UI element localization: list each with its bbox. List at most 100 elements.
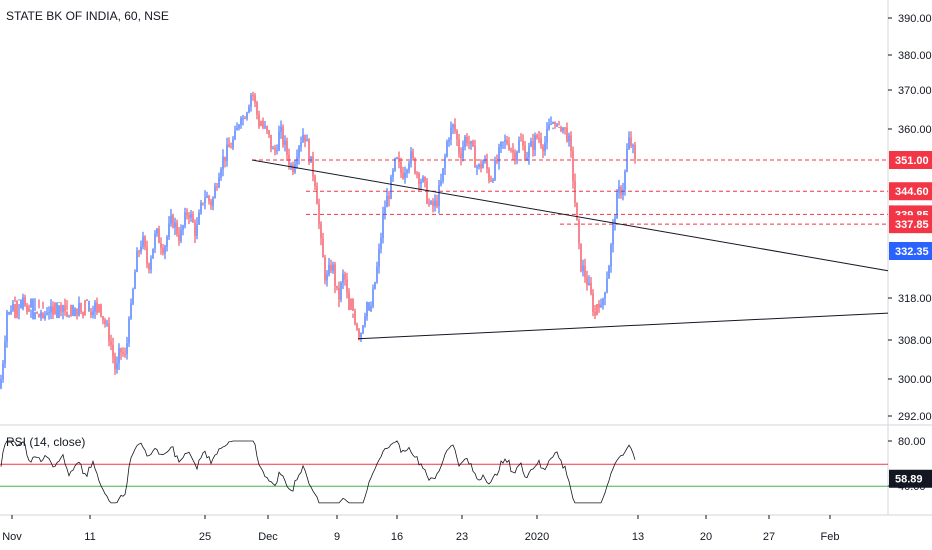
ascending-trendline[interactable] <box>357 312 889 340</box>
candle-body <box>246 112 248 119</box>
candle-body <box>78 303 80 316</box>
candle-body <box>216 186 218 188</box>
candle-body <box>582 265 584 272</box>
candle-body <box>482 161 484 169</box>
price-tag-label: 332.35 <box>895 246 929 258</box>
candle-body <box>514 152 516 161</box>
rsi-indicator-label[interactable]: RSI (14, close) <box>6 435 86 449</box>
price-tick-label: 360.00 <box>898 124 932 136</box>
price-tick-label: 318.00 <box>898 293 932 305</box>
candle-body <box>326 274 328 281</box>
candle-body <box>452 124 454 128</box>
candle-body <box>454 124 456 131</box>
candle-body <box>576 202 578 221</box>
candle-body <box>180 229 182 241</box>
price-tick-label: 370.00 <box>898 85 932 97</box>
candle-body <box>588 282 590 285</box>
candle-body <box>2 363 4 380</box>
candle-body <box>14 303 16 319</box>
candle-body <box>90 311 92 315</box>
candle-body <box>342 273 344 283</box>
candle-body <box>542 146 544 152</box>
candle-body <box>136 251 138 272</box>
candle-body <box>626 148 628 172</box>
candle-body <box>248 106 250 113</box>
price-tag[interactable] <box>889 151 932 169</box>
candle-body <box>450 127 452 140</box>
candle-body <box>292 165 294 173</box>
candle-body <box>510 149 512 151</box>
candle-body <box>302 134 304 143</box>
candle-body <box>304 134 306 142</box>
candle-body <box>506 140 508 144</box>
candle-body <box>596 304 598 316</box>
candle-body <box>288 154 290 166</box>
candle-body <box>124 353 126 355</box>
candle-body <box>316 186 318 205</box>
candle-body <box>350 298 352 310</box>
candle-body <box>556 124 558 127</box>
candle-body <box>88 300 90 312</box>
candle-body <box>64 305 66 312</box>
price-tick-label: 300.00 <box>898 374 932 386</box>
candle-body <box>374 282 376 289</box>
candle-body <box>362 325 364 334</box>
candle-body <box>18 299 20 301</box>
candle-body <box>614 218 616 224</box>
candle-body <box>404 173 406 179</box>
candle-body <box>56 302 58 319</box>
candle-body <box>54 302 56 315</box>
candle-body <box>286 140 288 155</box>
candle-body <box>110 341 112 345</box>
candle-body <box>106 323 108 325</box>
candle-body <box>118 348 120 364</box>
candle-body <box>620 186 622 195</box>
candle-body <box>174 222 176 228</box>
candle-body <box>566 127 568 142</box>
candle-body <box>558 126 560 128</box>
candle-body <box>428 203 430 205</box>
candle-body <box>548 124 550 129</box>
candle-body <box>630 137 632 146</box>
time-tick-label: 13 <box>632 531 644 543</box>
candle-body <box>382 213 384 238</box>
candle-body <box>424 176 426 182</box>
descending-trendline[interactable] <box>251 159 889 272</box>
price-tag[interactable] <box>889 182 932 201</box>
candle-body <box>600 304 602 308</box>
candle-body <box>544 142 546 152</box>
candle-body <box>112 344 114 357</box>
rsi-value-label: 58.89 <box>895 474 923 486</box>
candle-body <box>370 306 372 311</box>
candle-body <box>526 157 528 161</box>
candle-body <box>532 141 534 150</box>
candle-body <box>330 264 332 271</box>
candle-body <box>530 141 532 147</box>
candle-body <box>162 248 164 254</box>
rsi-line[interactable] <box>0 440 636 504</box>
candle-body <box>108 323 110 342</box>
candle-body <box>508 143 510 150</box>
price-tag[interactable] <box>889 242 932 260</box>
rsi-value-tag[interactable] <box>889 469 932 488</box>
candle-body <box>186 212 188 216</box>
candle-body <box>70 304 72 317</box>
candle-body <box>276 150 278 152</box>
candle-body <box>524 145 526 161</box>
candle-body <box>478 164 480 167</box>
candle-body <box>602 298 604 305</box>
candle-body <box>552 121 554 125</box>
candle-body <box>262 120 264 128</box>
price-tag-label: 344.60 <box>895 186 929 198</box>
price-tag[interactable] <box>889 215 932 234</box>
candle-body <box>258 114 260 127</box>
candle-body <box>198 212 200 225</box>
candle-body <box>208 196 210 201</box>
price-tick-label: 390.00 <box>898 13 932 25</box>
candle-body <box>594 311 596 316</box>
candle-body <box>202 202 204 204</box>
candle-body <box>244 118 246 120</box>
candle-body <box>68 316 70 318</box>
candle-body <box>0 379 2 389</box>
